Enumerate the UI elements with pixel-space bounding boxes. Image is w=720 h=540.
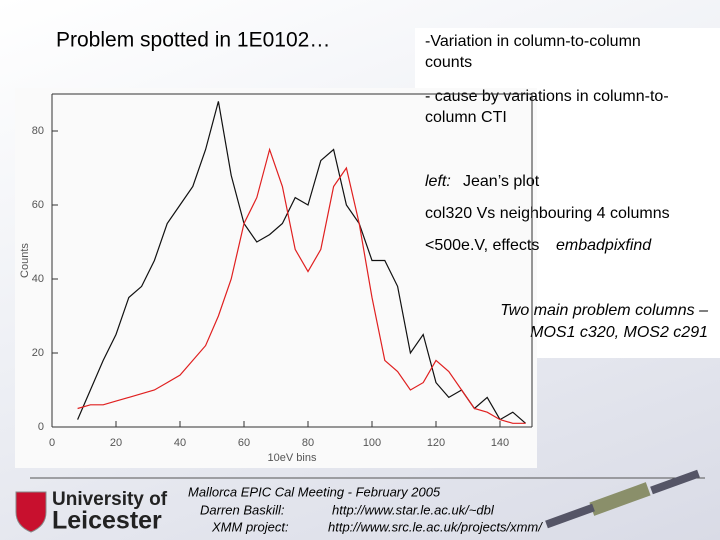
plot-image — [15, 88, 537, 468]
x-tick-label: 40 — [174, 437, 186, 449]
bullet-label: left: — [425, 173, 451, 190]
x-tick-label: 120 — [427, 437, 445, 449]
bullet: Jean’s plot — [463, 173, 540, 190]
footer-text: Darren Baskill: — [200, 502, 285, 517]
series-line — [77, 101, 526, 424]
title: Problem spotted in 1E0102… — [56, 29, 330, 52]
bullet: col320 Vs neighbouring 4 columns — [425, 205, 670, 222]
footer-text: Mallorca EPIC Cal Meeting - February 200… — [188, 484, 441, 499]
footer-text: http://www.star.le.ac.uk/~dbl — [332, 502, 495, 517]
bullet: - cause by variations in column-to- — [425, 88, 669, 105]
note: MOS1 c320, MOS2 c291 — [530, 324, 708, 341]
series-line — [77, 147, 526, 424]
x-tick-label: 0 — [49, 437, 55, 449]
note: Two main problem columns – — [500, 302, 708, 319]
footer-text: http://www.src.le.ac.uk/projects/xmm/ — [328, 519, 543, 534]
satellite — [545, 469, 700, 529]
y-tick-label: 40 — [32, 273, 44, 285]
bullet: column CTI — [425, 109, 507, 126]
x-tick-label: 80 — [302, 437, 314, 449]
y-tick-label: 60 — [32, 199, 44, 211]
chart: 0 20 40 60 80 0 20 40 60 80 100 120 140 10eV bins Coun… — [19, 93, 533, 464]
logo-text: Leicester — [52, 507, 162, 535]
bullet-tool: embadpixfind — [556, 237, 652, 254]
bullet: counts — [425, 54, 472, 71]
bullet: -Variation in column-to-column — [425, 33, 641, 50]
logo-text: University of — [52, 489, 168, 510]
footer-text: XMM project: — [211, 519, 289, 534]
x-tick-label: 60 — [238, 437, 250, 449]
x-tick-label: 100 — [363, 437, 381, 449]
x-axis-label: 10eV bins — [268, 452, 317, 464]
y-axis-label: Counts — [19, 243, 31, 278]
x-tick-label: 20 — [110, 437, 122, 449]
logo-shield — [15, 491, 47, 533]
bullet: <500e.V, effects — [425, 237, 539, 254]
y-tick-label: 80 — [32, 125, 44, 137]
y-tick-label: 20 — [32, 347, 44, 359]
x-tick-label: 140 — [491, 437, 509, 449]
y-tick-label: 0 — [38, 421, 44, 433]
